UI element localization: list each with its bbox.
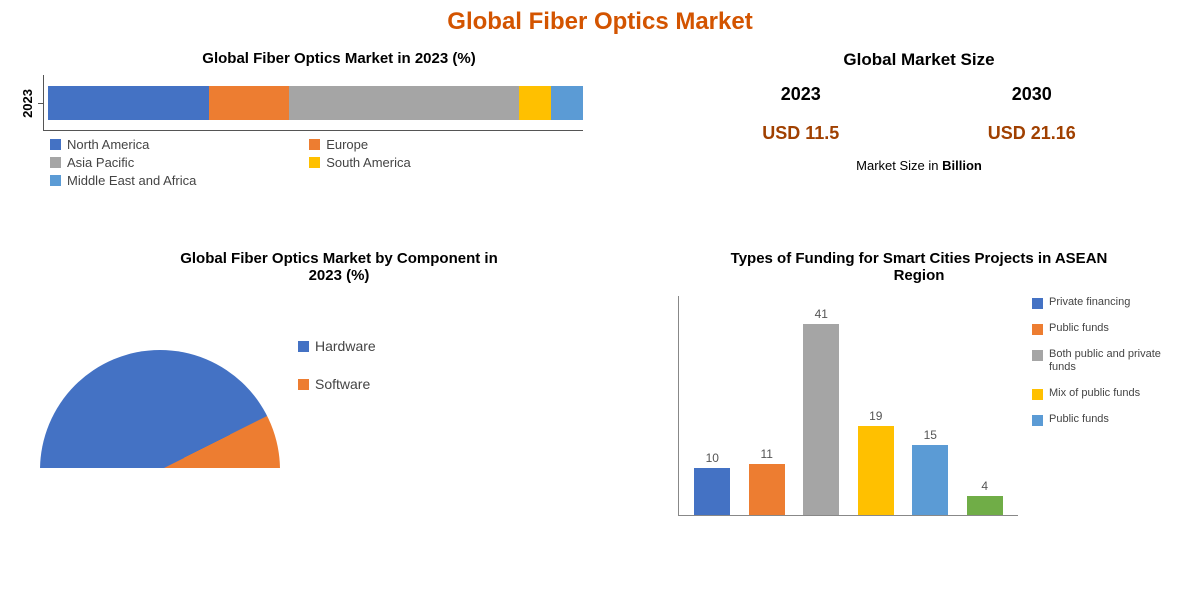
legend-item: Hardware <box>298 338 376 354</box>
bar-group: 4 <box>964 479 1006 515</box>
stacked-bar-segment <box>289 86 519 120</box>
stacked-bar-legend: North America Europe Asia Pacific South Ame… <box>50 137 590 191</box>
market-size-year: 2030 <box>988 84 1076 105</box>
legend-item: Asia Pacific <box>50 155 309 170</box>
bar-rect <box>967 496 1003 515</box>
bar-value-label: 41 <box>815 307 828 321</box>
legend-label: Public funds <box>1049 322 1109 336</box>
legend-label: Both public and private funds <box>1049 348 1162 376</box>
stacked-bar-title: Global Fiber Optics Market in 2023 (%) <box>20 50 658 67</box>
market-size-panel: Global Market Size 2023 USD 11.5 2030 US… <box>658 50 1180 240</box>
pie-title: Global Fiber Optics Market by Component … <box>179 250 499 284</box>
legend-label: Hardware <box>315 338 376 354</box>
legend-item: Public funds <box>1032 413 1162 427</box>
stacked-bar-segment <box>519 86 551 120</box>
bar-value-label: 19 <box>869 409 882 423</box>
legend-swatch <box>1032 415 1043 426</box>
market-size-value: USD 11.5 <box>762 123 839 144</box>
legend-item: Both public and private funds <box>1032 348 1162 376</box>
market-size-col-2030: 2030 USD 21.16 <box>988 84 1076 144</box>
legend-swatch <box>50 157 61 168</box>
legend-label: Europe <box>326 137 368 152</box>
legend-swatch <box>50 175 61 186</box>
bar-rect <box>803 324 839 515</box>
bar-rect <box>858 426 894 515</box>
legend-label: South America <box>326 155 411 170</box>
bar-group: 15 <box>909 428 951 515</box>
bar-group: 19 <box>855 409 897 515</box>
legend-swatch <box>1032 389 1043 400</box>
legend-item: South America <box>309 155 568 170</box>
legend-swatch <box>1032 350 1043 361</box>
stacked-bar-ylabel: 2023 <box>20 89 35 118</box>
barchart-plot: 10 11 41 19 15 4 <box>678 296 1018 516</box>
legend-item: Private financing <box>1032 296 1162 310</box>
legend-item: North America <box>50 137 309 152</box>
bar-value-label: 11 <box>761 447 773 461</box>
bar-value-label: 15 <box>924 428 937 442</box>
pie-legend: Hardware Software <box>298 338 376 414</box>
page-title: Global Fiber Optics Market <box>20 8 1180 36</box>
barchart-legend: Private financing Public funds Both public… <box>1032 296 1162 516</box>
stacked-bar-segment <box>551 86 583 120</box>
legend-label: Private financing <box>1049 296 1130 310</box>
stacked-bar <box>48 86 583 120</box>
market-size-year: 2023 <box>762 84 839 105</box>
legend-item: Mix of public funds <box>1032 387 1162 401</box>
legend-label: Software <box>315 376 370 392</box>
bar-value-label: 4 <box>981 479 988 493</box>
legend-label: Public funds <box>1049 413 1109 427</box>
legend-swatch <box>298 341 309 352</box>
legend-item: Public funds <box>1032 322 1162 336</box>
legend-label: Middle East and Africa <box>67 173 196 188</box>
market-size-note: Market Size in Billion <box>688 158 1150 173</box>
legend-swatch <box>309 157 320 168</box>
pie-panel: Global Fiber Optics Market by Component … <box>20 250 658 610</box>
legend-swatch <box>309 139 320 150</box>
legend-swatch <box>298 379 309 390</box>
market-size-col-2023: 2023 USD 11.5 <box>762 84 839 144</box>
bar-rect <box>694 468 730 515</box>
legend-label: Mix of public funds <box>1049 387 1140 401</box>
legend-item: Europe <box>309 137 568 152</box>
market-size-title: Global Market Size <box>688 50 1150 70</box>
legend-item: Software <box>298 376 376 392</box>
bar-rect <box>912 445 948 515</box>
legend-item: Middle East and Africa <box>50 173 309 188</box>
legend-label: Asia Pacific <box>67 155 134 170</box>
bar-value-label: 10 <box>706 451 719 465</box>
bar-group: 41 <box>800 307 842 515</box>
barchart-panel: Types of Funding for Smart Cities Projec… <box>658 250 1180 610</box>
bar-rect <box>749 464 785 515</box>
bar-group: 11 <box>746 447 788 515</box>
stacked-bar-segment <box>209 86 289 120</box>
stacked-bar-axis <box>43 75 583 131</box>
legend-swatch <box>50 139 61 150</box>
bar-group: 10 <box>691 451 733 515</box>
legend-label: North America <box>67 137 149 152</box>
stacked-bar-segment <box>48 86 209 120</box>
barchart-title: Types of Funding for Smart Cities Projec… <box>658 250 1180 284</box>
legend-swatch <box>1032 324 1043 335</box>
legend-swatch <box>1032 298 1043 309</box>
market-size-value: USD 21.16 <box>988 123 1076 144</box>
stacked-bar-panel: Global Fiber Optics Market in 2023 (%) 2… <box>20 50 658 240</box>
